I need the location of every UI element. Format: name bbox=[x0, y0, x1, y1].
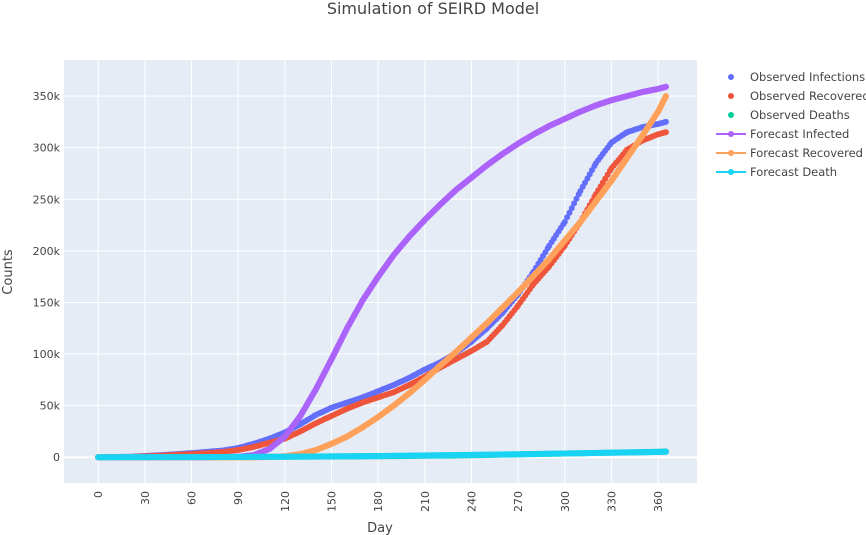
legend-label: Forecast Recovered bbox=[750, 146, 863, 160]
legend-label: Observed Infections bbox=[750, 70, 865, 84]
data-point bbox=[337, 337, 344, 344]
y-tick-label: 200k bbox=[33, 245, 61, 258]
legend-marker bbox=[728, 131, 734, 137]
data-point bbox=[662, 93, 669, 100]
legend-item[interactable]: Forecast Infected bbox=[716, 127, 849, 141]
legend-label: Forecast Infected bbox=[750, 127, 849, 141]
data-point bbox=[322, 368, 329, 375]
data-point bbox=[662, 83, 669, 90]
data-point bbox=[333, 346, 340, 353]
series-layer bbox=[95, 83, 669, 461]
legend-item[interactable]: Observed Deaths bbox=[728, 108, 850, 122]
y-tick-label: 100k bbox=[33, 348, 61, 361]
data-point bbox=[657, 103, 664, 110]
data-point bbox=[335, 342, 342, 349]
legend-marker bbox=[728, 74, 734, 80]
x-tick-label: 30 bbox=[139, 491, 152, 505]
legend-item[interactable]: Observed Recovered bbox=[728, 89, 866, 103]
y-tick-label: 300k bbox=[33, 142, 61, 155]
data-point bbox=[330, 351, 337, 358]
data-point bbox=[564, 214, 571, 221]
data-point bbox=[655, 108, 662, 115]
y-tick-label: 150k bbox=[33, 296, 61, 309]
x-tick-label: 0 bbox=[92, 491, 105, 498]
data-point bbox=[568, 205, 575, 212]
x-tick-label: 120 bbox=[279, 491, 292, 512]
legend-label: Observed Deaths bbox=[750, 108, 850, 122]
data-point bbox=[662, 129, 669, 136]
data-point bbox=[571, 200, 578, 207]
legend-marker bbox=[728, 93, 734, 99]
x-tick-label: 210 bbox=[419, 491, 432, 512]
y-tick-label: 50k bbox=[40, 400, 61, 413]
x-axis-title: Day bbox=[367, 521, 393, 535]
x-tick-label: 330 bbox=[605, 491, 618, 512]
data-point bbox=[573, 195, 580, 202]
data-point bbox=[315, 381, 322, 388]
legend: Observed Infections Observed Recovered Obs… bbox=[716, 70, 866, 179]
data-point bbox=[328, 356, 335, 363]
x-tick-label: 150 bbox=[326, 491, 339, 512]
y-tick-label: 250k bbox=[33, 193, 61, 206]
x-tick-label: 270 bbox=[512, 491, 525, 512]
data-point bbox=[317, 377, 324, 384]
chart-title: Simulation of SEIRD Model bbox=[327, 0, 539, 18]
data-point bbox=[324, 363, 331, 370]
legend-item[interactable]: Forecast Death bbox=[716, 165, 837, 179]
data-point bbox=[566, 209, 573, 216]
legend-item[interactable]: Observed Infections bbox=[728, 70, 865, 84]
y-axis-title: Counts bbox=[1, 249, 16, 295]
x-tick-label: 180 bbox=[372, 491, 385, 512]
legend-label: Forecast Death bbox=[750, 165, 837, 179]
data-point bbox=[340, 333, 347, 339]
y-tick-label: 350k bbox=[33, 90, 61, 103]
series-forecast-death bbox=[95, 448, 669, 461]
x-tick-label: 360 bbox=[652, 491, 665, 512]
data-point bbox=[662, 448, 669, 455]
ticks-layer: 0 30 60 90 120 150 180 210 240 270 300 330 360 0 50k 10… bbox=[33, 90, 665, 512]
legend-marker bbox=[728, 112, 734, 118]
x-tick-label: 300 bbox=[559, 491, 572, 512]
y-tick-label: 0 bbox=[53, 451, 60, 464]
data-point bbox=[561, 219, 568, 225]
x-tick-label: 240 bbox=[465, 491, 478, 512]
data-point bbox=[320, 372, 326, 379]
x-tick-label: 90 bbox=[232, 491, 245, 505]
legend-item[interactable]: Forecast Recovered bbox=[716, 146, 863, 160]
data-point bbox=[659, 99, 666, 106]
legend-marker bbox=[728, 169, 734, 175]
data-point bbox=[662, 118, 669, 125]
legend-label: Observed Recovered bbox=[750, 89, 866, 103]
x-tick-label: 60 bbox=[186, 491, 199, 505]
legend-marker bbox=[728, 150, 734, 156]
data-point bbox=[313, 386, 319, 393]
